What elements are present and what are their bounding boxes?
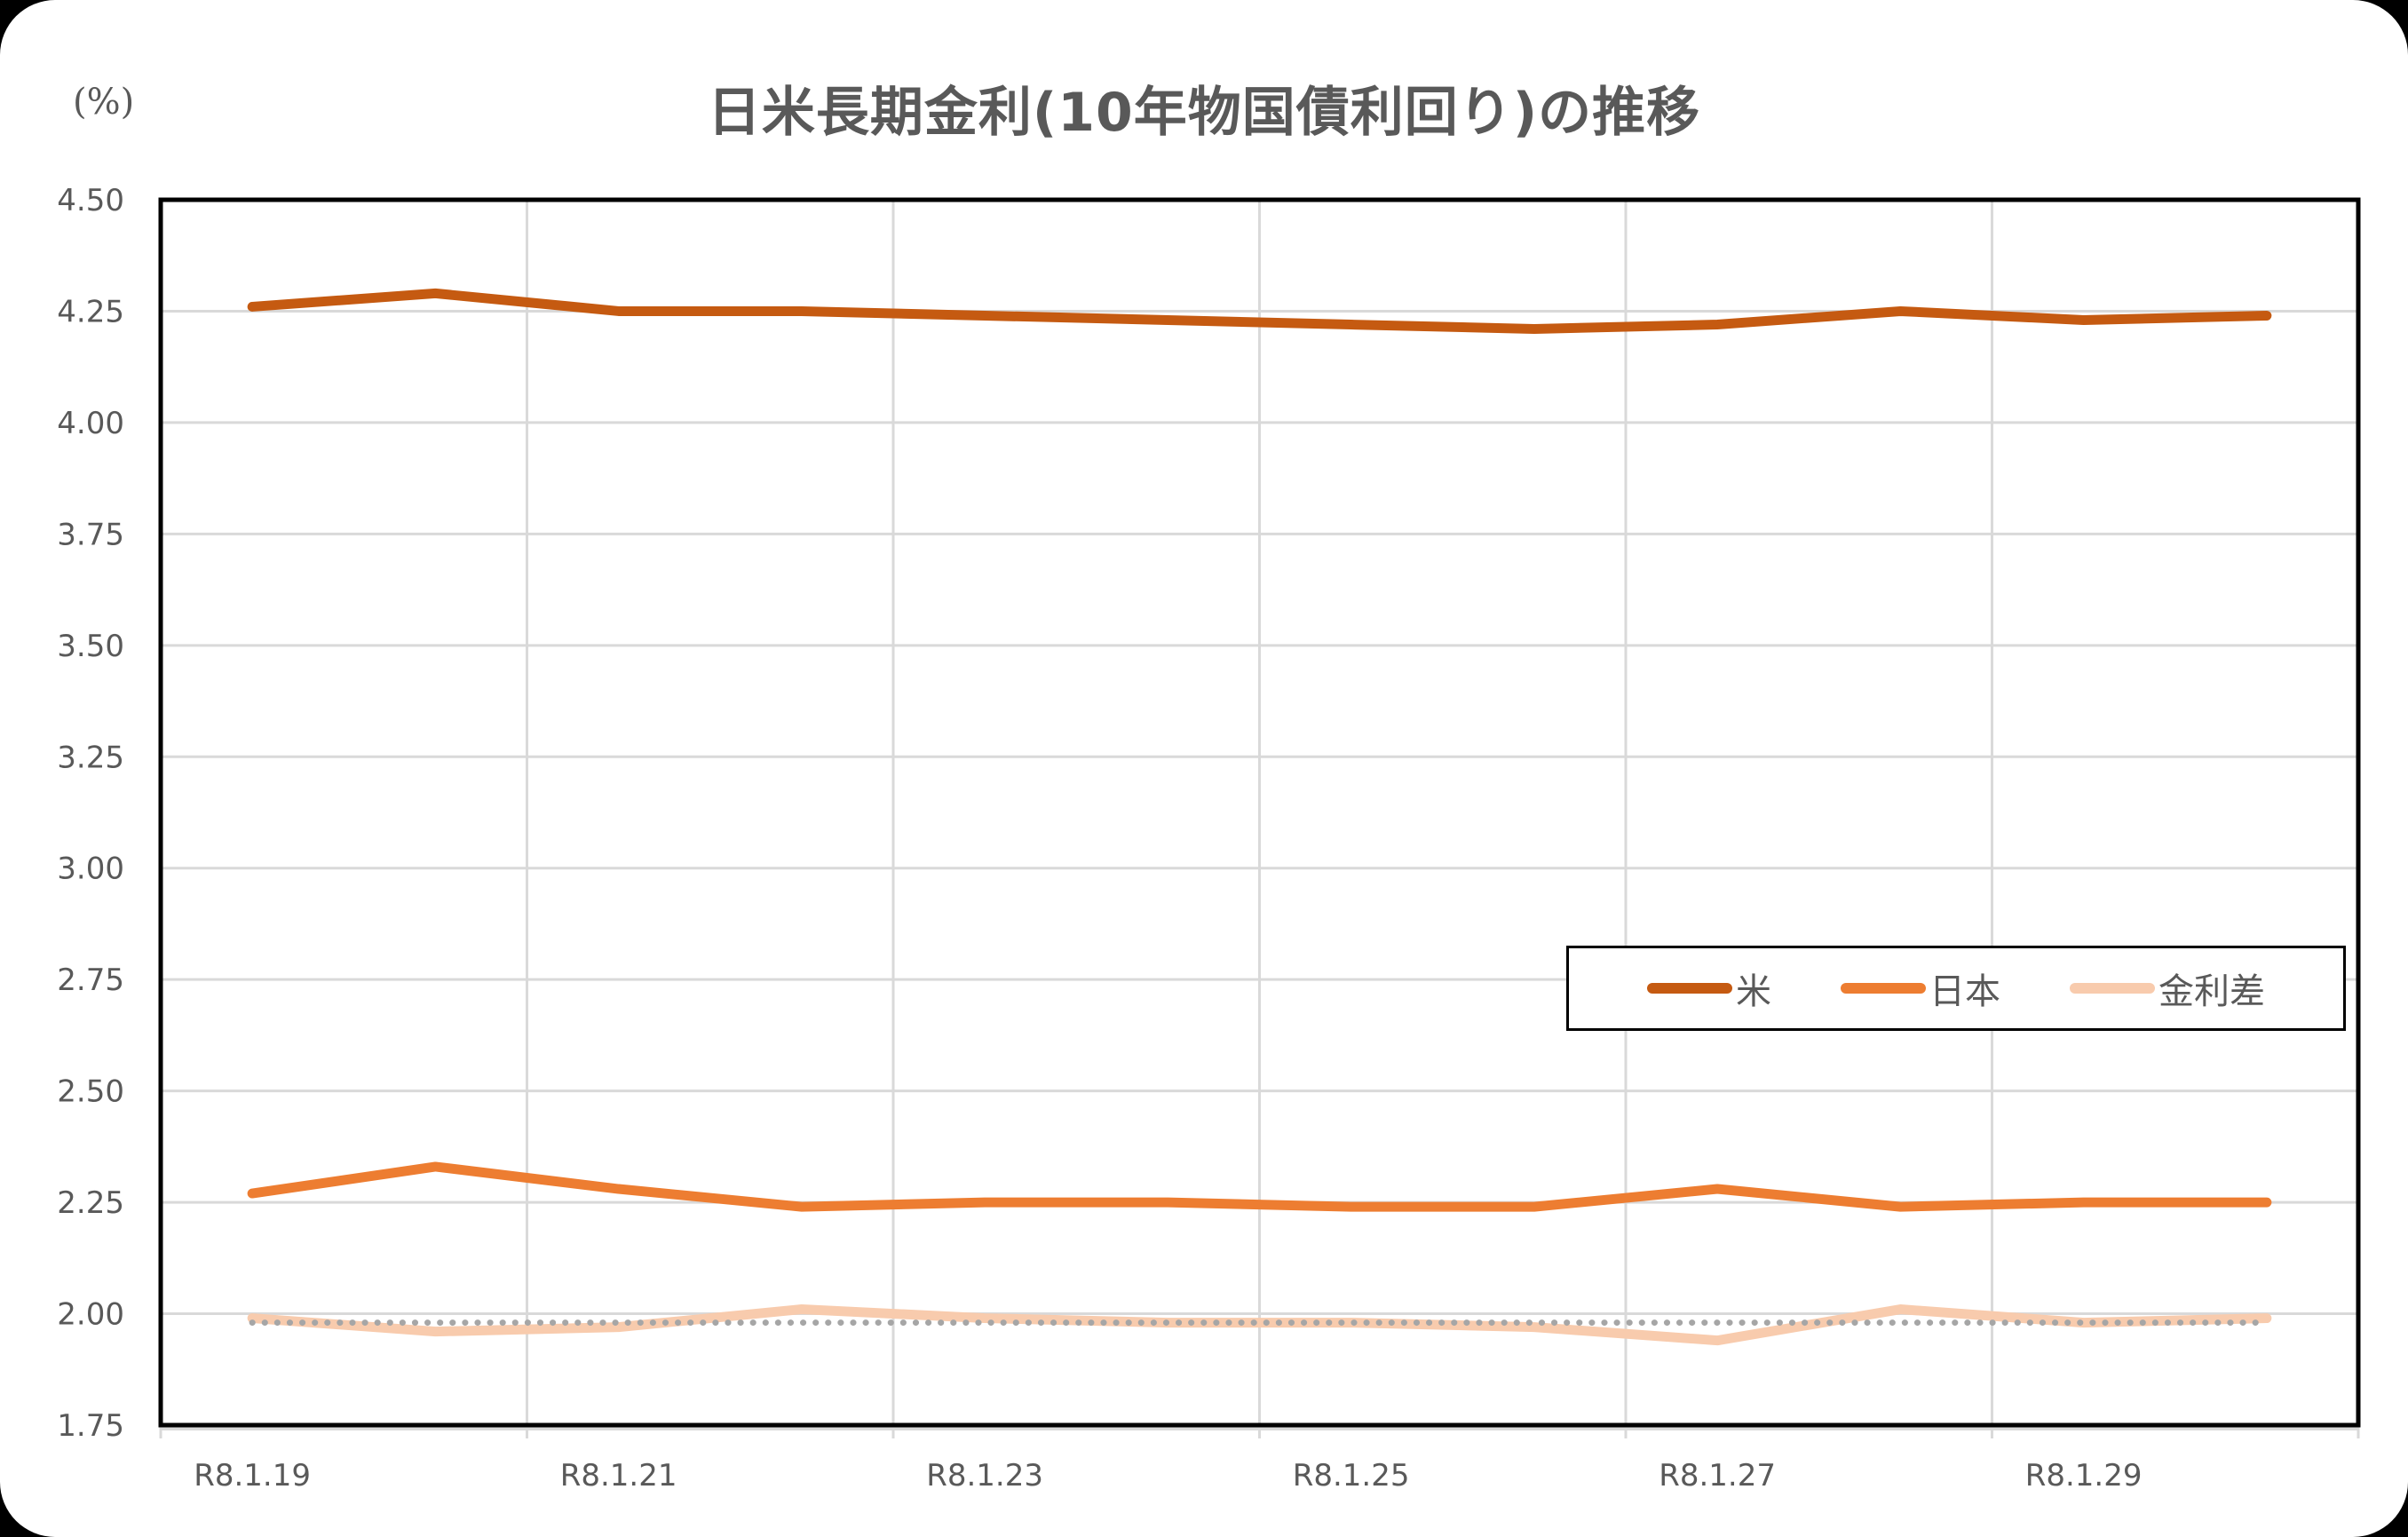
y-axis-unit-label: (%) — [73, 82, 135, 123]
series-line-0 — [247, 288, 2272, 335]
legend-swatch-spread-line-icon — [2070, 983, 2155, 994]
y-tick-label: 3.00 — [57, 852, 124, 887]
y-tick-label: 2.00 — [57, 1297, 124, 1333]
y-tick-label: 3.50 — [57, 629, 124, 664]
legend-label-spread: 金利差 — [2158, 971, 2265, 1012]
series-line-1 — [247, 1161, 2272, 1212]
legend-label-us: 米 — [1736, 971, 1771, 1012]
y-tick-label: 2.25 — [57, 1185, 124, 1221]
y-tick-label: 3.75 — [57, 517, 124, 552]
gridlines — [159, 198, 2360, 1438]
x-tick-label: R8.1.23 — [926, 1458, 1043, 1493]
legend-swatch-japan-line-icon — [1841, 983, 1926, 994]
y-tick-label: 1.75 — [57, 1408, 124, 1444]
y-tick-label: 4.00 — [57, 406, 124, 441]
y-tick-label: 2.50 — [57, 1074, 124, 1110]
x-tick-label: R8.1.27 — [1659, 1458, 1776, 1493]
x-tick-label: R8.1.21 — [560, 1458, 677, 1493]
y-tick-label: 2.75 — [57, 963, 124, 998]
x-tick-label: R8.1.29 — [2025, 1458, 2143, 1493]
legend-item-us: 米 — [1647, 963, 1771, 1014]
x-tick-label: R8.1.19 — [194, 1458, 311, 1493]
x-tick-label: R8.1.25 — [1293, 1458, 1410, 1493]
legend-label-japan: 日本 — [1929, 971, 2000, 1012]
legend-item-japan: 日本 — [1841, 963, 2000, 1014]
series-line-2 — [247, 1304, 2272, 1346]
y-tick-label: 4.25 — [57, 294, 124, 329]
chart-title: 日米長期金利(10年物国債利回り)の推移 — [707, 82, 1701, 144]
x-axis-ticks: R8.1.19 R8.1.21 R8.1.23 R8.1.25 R8.1.27 R8.1.… — [194, 1458, 2142, 1493]
legend-swatch-us-line-icon — [1647, 983, 1732, 994]
y-tick-label: 4.50 — [57, 183, 124, 218]
plot-area-border — [158, 197, 2361, 1428]
legend-item-spread: 金利差 — [2070, 963, 2265, 1014]
y-axis-ticks: 4.50 4.25 4.00 3.75 3.50 3.25 3.00 2.75 2.50 2.25… — [57, 183, 124, 1444]
data-series — [247, 288, 2272, 1346]
y-tick-label: 3.25 — [57, 740, 124, 775]
legend: 米 日本 金利差 — [1566, 946, 2346, 1031]
